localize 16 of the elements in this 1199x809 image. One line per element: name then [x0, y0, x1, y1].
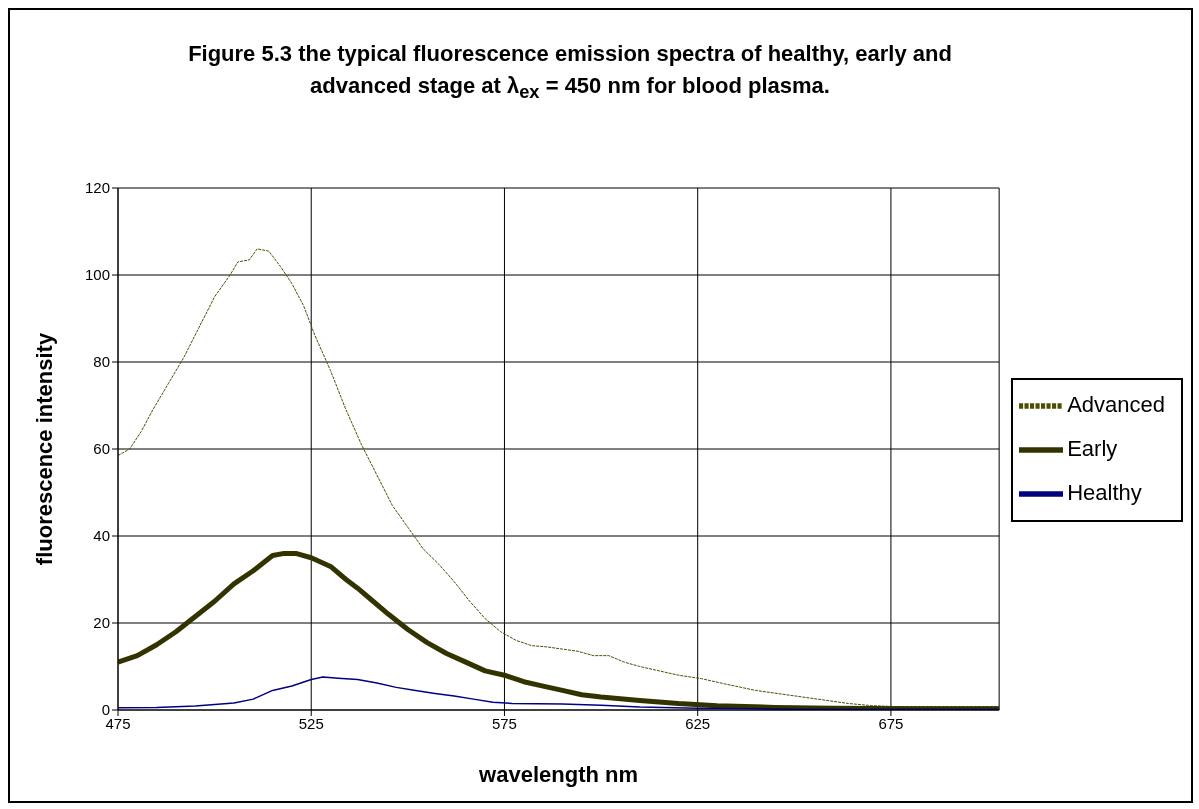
y-tick-label: 20 — [93, 614, 110, 632]
y-tick-label: 40 — [93, 527, 110, 545]
chart-title: Figure 5.3 the typical fluorescence emission spectra of healthy, early and advanced stage at λ$_{ex}$ = 450 nm for blood plasma. — [187, 40, 953, 105]
legend-label: Early — [1067, 435, 1118, 461]
x-tick-label: 675 — [878, 714, 904, 732]
x-tick-label: 575 — [491, 714, 517, 732]
x-axis-title: wavelength nm — [478, 762, 639, 787]
y-axis-title: fluorescence intensity — [31, 332, 57, 566]
y-tick-label: 120 — [84, 179, 110, 197]
y-tick-label: 80 — [93, 353, 110, 371]
legend-label: Advanced — [1067, 391, 1165, 417]
y-tick-label: 100 — [84, 266, 110, 284]
x-tick-label: 625 — [685, 714, 711, 732]
x-tick-label: 525 — [298, 714, 324, 732]
legend-label: Healthy — [1067, 479, 1142, 505]
y-tick-label: 60 — [93, 440, 110, 458]
